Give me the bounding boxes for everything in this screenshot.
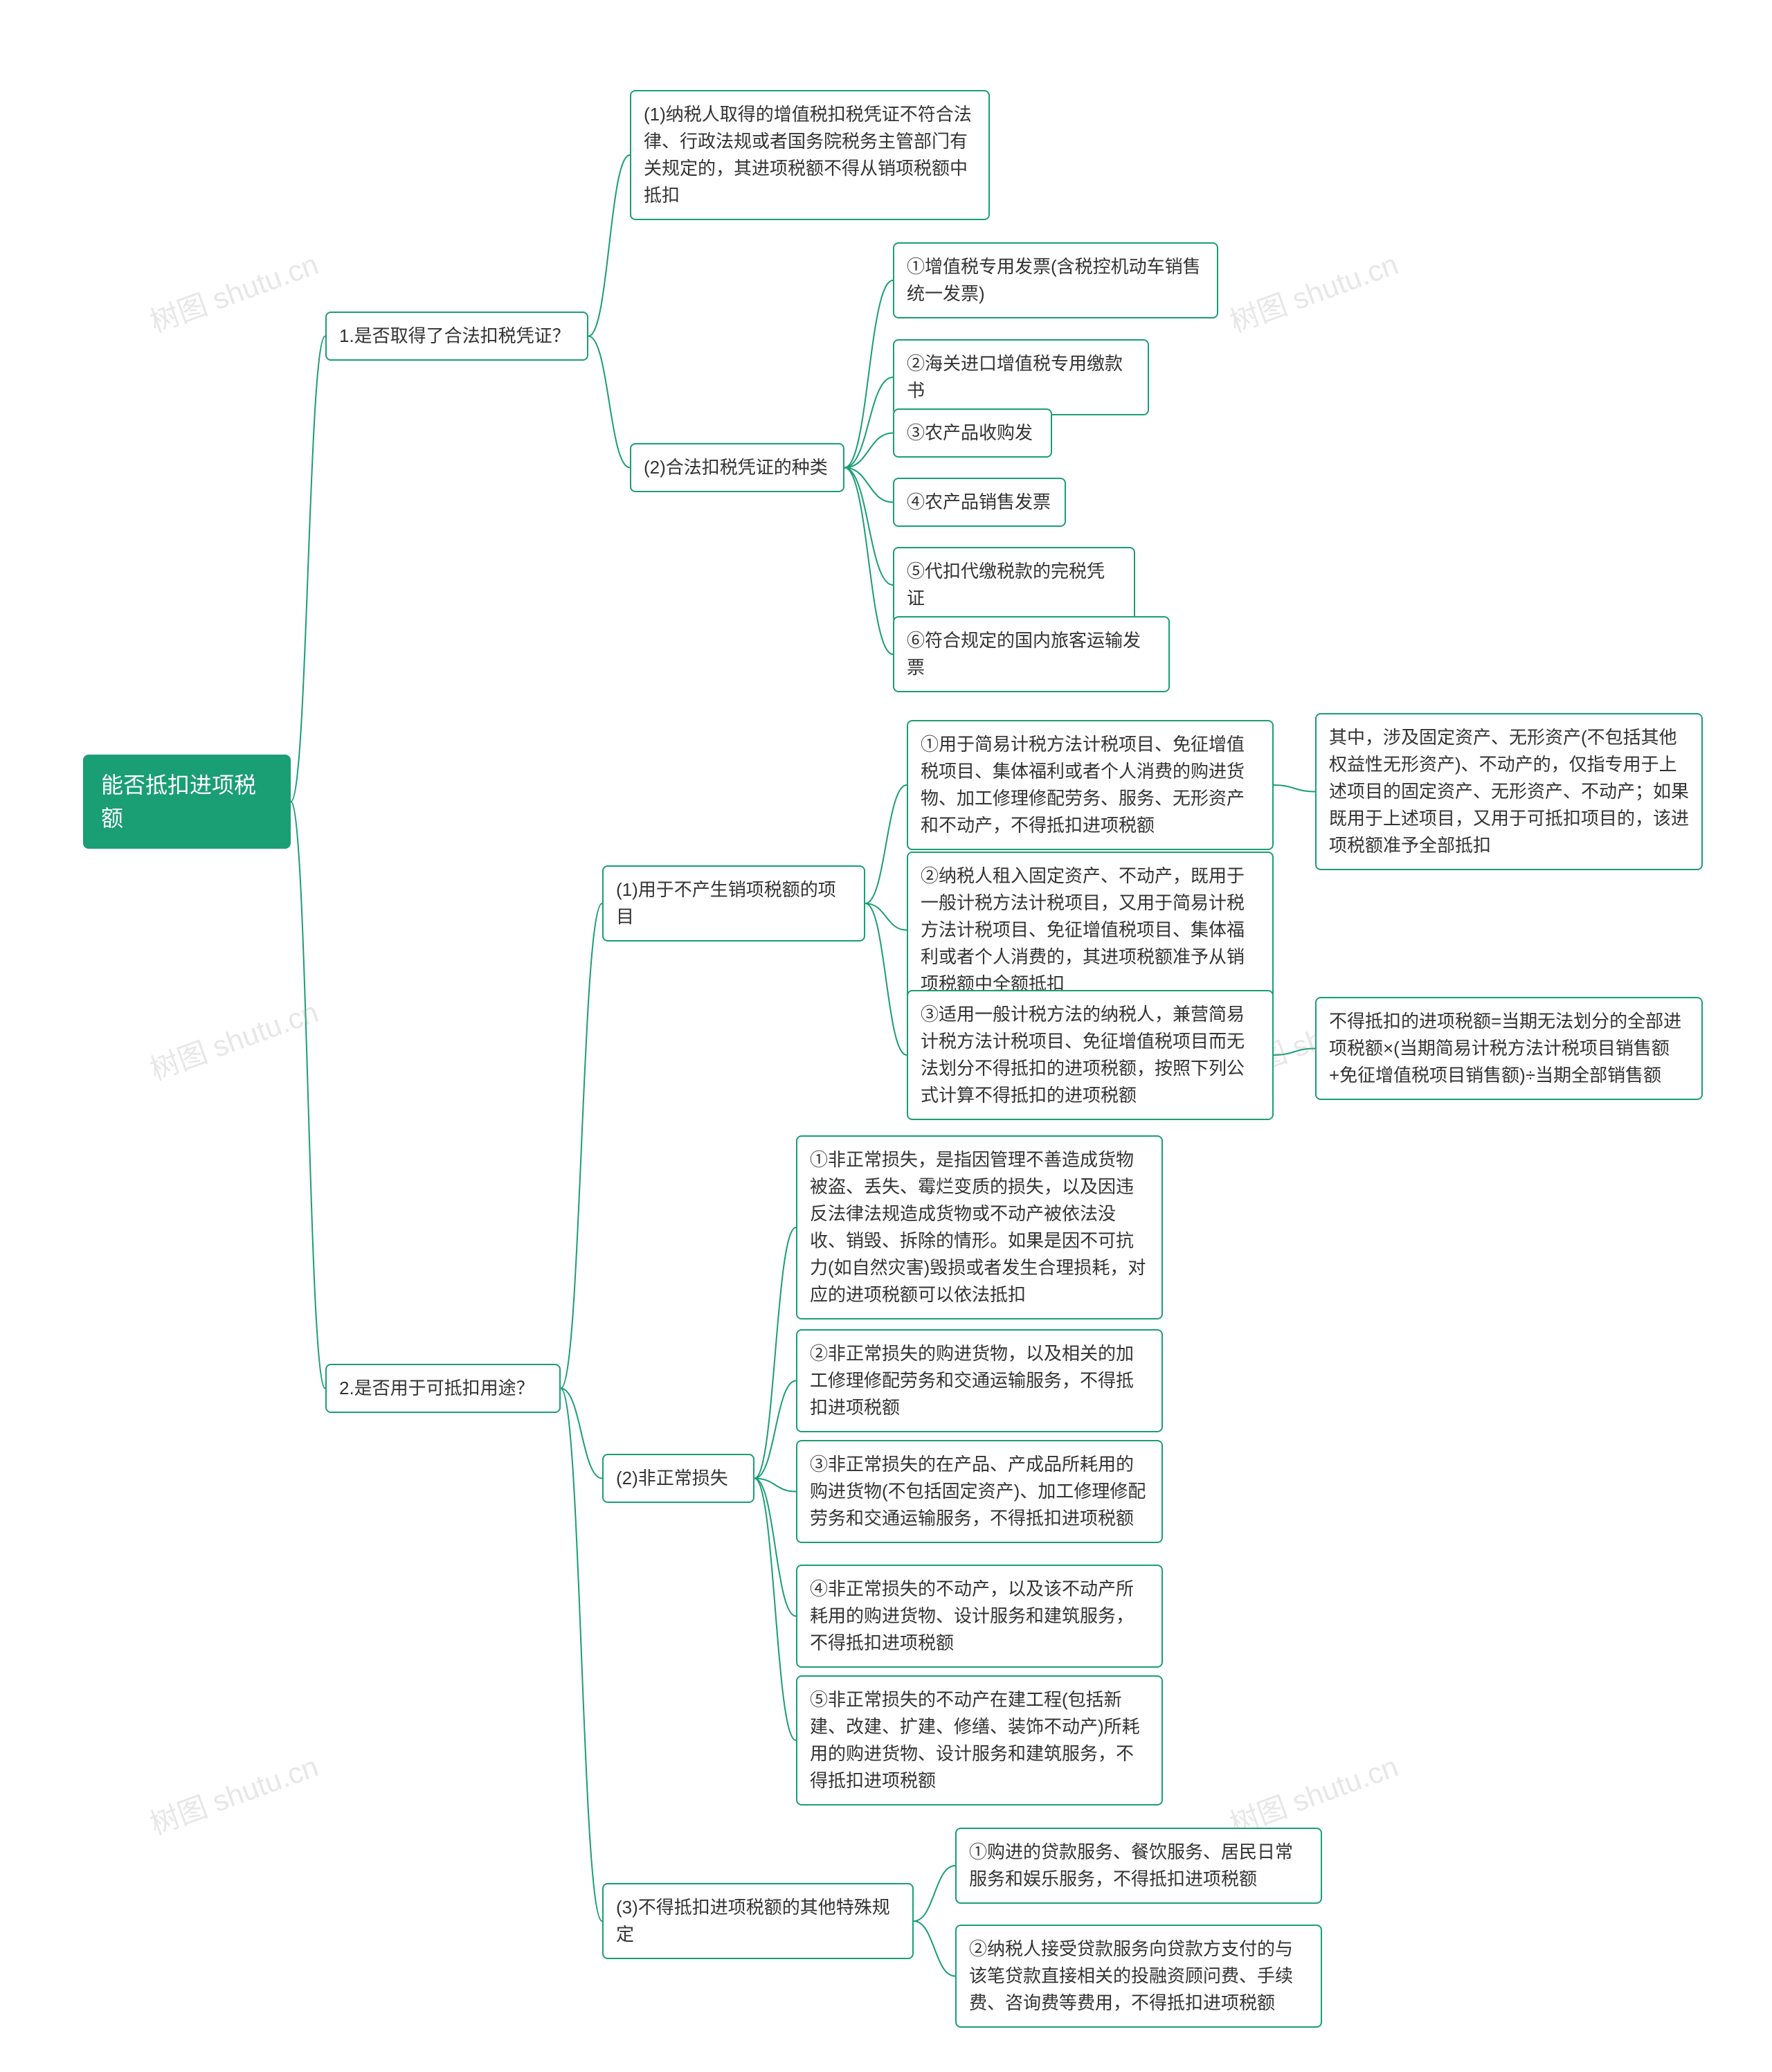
node-q2b3[interactable]: ③非正常损失的在产品、产成品所耗用的购进货物(不包括固定资产)、加工修理修配劳务… [796, 1440, 1163, 1543]
watermark: 树图 shutu.cn [143, 1743, 323, 1843]
node-q1b[interactable]: (2)合法扣税凭证的种类 [630, 443, 844, 492]
watermark: 树图 shutu.cn [143, 989, 323, 1088]
node-q1b2[interactable]: ②海关进口增值税专用缴款书 [893, 339, 1149, 415]
node-q1b5[interactable]: ⑤代扣代缴税款的完税凭证 [893, 547, 1135, 623]
node-q2b4[interactable]: ④非正常损失的不动产，以及该不动产所耗用的购进货物、设计服务和建筑服务，不得抵扣… [796, 1565, 1163, 1668]
node-q2a1[interactable]: ①用于简易计税方法计税项目、免征增值税项目、集体福利或者个人消费的购进货物、加工… [907, 720, 1274, 850]
node-q2b[interactable]: (2)非正常损失 [602, 1454, 754, 1503]
branch-q2[interactable]: 2.是否用于可抵扣用途？ [325, 1364, 561, 1413]
node-q2c2[interactable]: ②纳税人接受贷款服务向贷款方支付的与该笔贷款直接相关的投融资顾问费、手续费、咨询… [955, 1925, 1322, 2028]
watermark: 树图 shutu.cn [1223, 241, 1403, 341]
node-q2b1[interactable]: ①非正常损失，是指因管理不善造成货物被盗、丢失、霉烂变质的损失，以及因违反法律法… [796, 1135, 1163, 1319]
node-q2c[interactable]: (3)不得抵扣进项税额的其他特殊规定 [602, 1883, 914, 1959]
watermark: 树图 shutu.cn [143, 241, 323, 341]
node-q1b4[interactable]: ④农产品销售发票 [893, 478, 1066, 527]
node-q2c1[interactable]: ①购进的贷款服务、餐饮服务、居民日常服务和娱乐服务，不得抵扣进项税额 [955, 1828, 1322, 1904]
node-q1b3[interactable]: ③农产品收购发 [893, 408, 1052, 458]
node-q2b2[interactable]: ②非正常损失的购进货物，以及相关的加工修理修配劳务和交通运输服务，不得抵扣进项税… [796, 1329, 1163, 1432]
node-q2a3[interactable]: ③适用一般计税方法的纳税人，兼营简易计税方法计税项目、免征增值税项目而无法划分不… [907, 990, 1274, 1120]
node-q2a1r[interactable]: 其中，涉及固定资产、无形资产(不包括其他权益性无形资产)、不动产的，仅指专用于上… [1315, 713, 1703, 870]
node-q1b1[interactable]: ①增值税专用发票(含税控机动车销售统一发票) [893, 242, 1218, 318]
branch-q1[interactable]: 1.是否取得了合法扣税凭证？ [325, 312, 588, 361]
mindmap-root[interactable]: 能否抵扣进项税额 [83, 755, 291, 849]
node-q2a[interactable]: (1)用于不产生销项税额的项目 [602, 865, 865, 942]
node-q2b5[interactable]: ⑤非正常损失的不动产在建工程(包括新建、改建、扩建、修缮、装饰不动产)所耗用的购… [796, 1675, 1163, 1805]
node-q2a2[interactable]: ②纳税人租入固定资产、不动产，既用于一般计税方法计税项目，又用于简易计税方法计税… [907, 852, 1274, 1009]
node-q1b6[interactable]: ⑥符合规定的国内旅客运输发票 [893, 616, 1170, 692]
node-q2a3r[interactable]: 不得抵扣的进项税额=当期无法划分的全部进项税额×(当期简易计税方法计税项目销售额… [1315, 997, 1703, 1100]
node-q1a[interactable]: (1)纳税人取得的增值税扣税凭证不符合法律、行政法规或者国务院税务主管部门有关规… [630, 90, 990, 220]
